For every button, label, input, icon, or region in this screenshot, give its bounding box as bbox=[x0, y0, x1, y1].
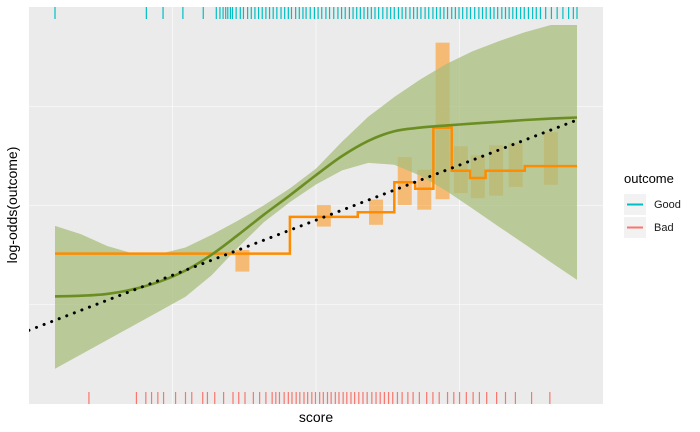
legend-item-good: Good bbox=[624, 194, 681, 215]
smooth-line bbox=[54, 116, 578, 298]
bin-error-bar bbox=[235, 250, 250, 272]
legend: outcome Good Bad bbox=[624, 171, 681, 238]
rug-bad bbox=[88, 392, 551, 404]
legend-label-good: Good bbox=[654, 199, 681, 211]
grid bbox=[29, 7, 603, 404]
linear-fit-line bbox=[29, 118, 579, 332]
rug-good bbox=[54, 7, 578, 19]
legend-item-bad: Bad bbox=[624, 217, 674, 238]
y-axis-title: log-odds(outcome) bbox=[4, 147, 20, 264]
x-axis-title: score bbox=[299, 409, 333, 425]
legend-title: outcome bbox=[624, 171, 674, 186]
legend-label-bad: Bad bbox=[654, 222, 674, 234]
smooth-confidence-band bbox=[55, 25, 577, 369]
